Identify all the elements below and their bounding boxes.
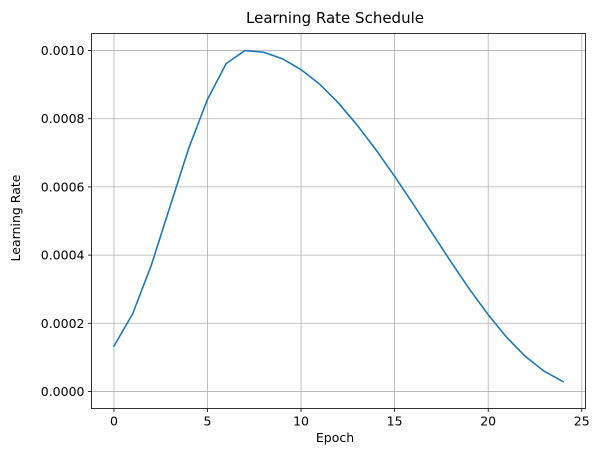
x-axis-label: Epoch bbox=[316, 430, 354, 445]
x-tick-label: 5 bbox=[204, 414, 212, 429]
plot-frame bbox=[91, 33, 586, 409]
y-tick-label: 0.0006 bbox=[41, 179, 85, 194]
y-tick-label: 0.0000 bbox=[41, 384, 85, 399]
y-axis-label: Learning Rate bbox=[8, 174, 23, 261]
x-tick-label: 25 bbox=[574, 414, 590, 429]
learning-rate-line bbox=[112, 49, 565, 383]
y-tick-label: 0.0008 bbox=[41, 111, 85, 126]
y-tick-label: 0.0010 bbox=[41, 43, 85, 58]
x-tick-label: 15 bbox=[387, 414, 403, 429]
y-tick-label: 0.0004 bbox=[41, 248, 85, 263]
x-tick-label: 0 bbox=[110, 414, 118, 429]
chart-title: Learning Rate Schedule bbox=[246, 9, 424, 27]
x-tick-label: 10 bbox=[293, 414, 309, 429]
y-tick-label: 0.0002 bbox=[41, 316, 85, 331]
x-tick-label: 20 bbox=[480, 414, 496, 429]
